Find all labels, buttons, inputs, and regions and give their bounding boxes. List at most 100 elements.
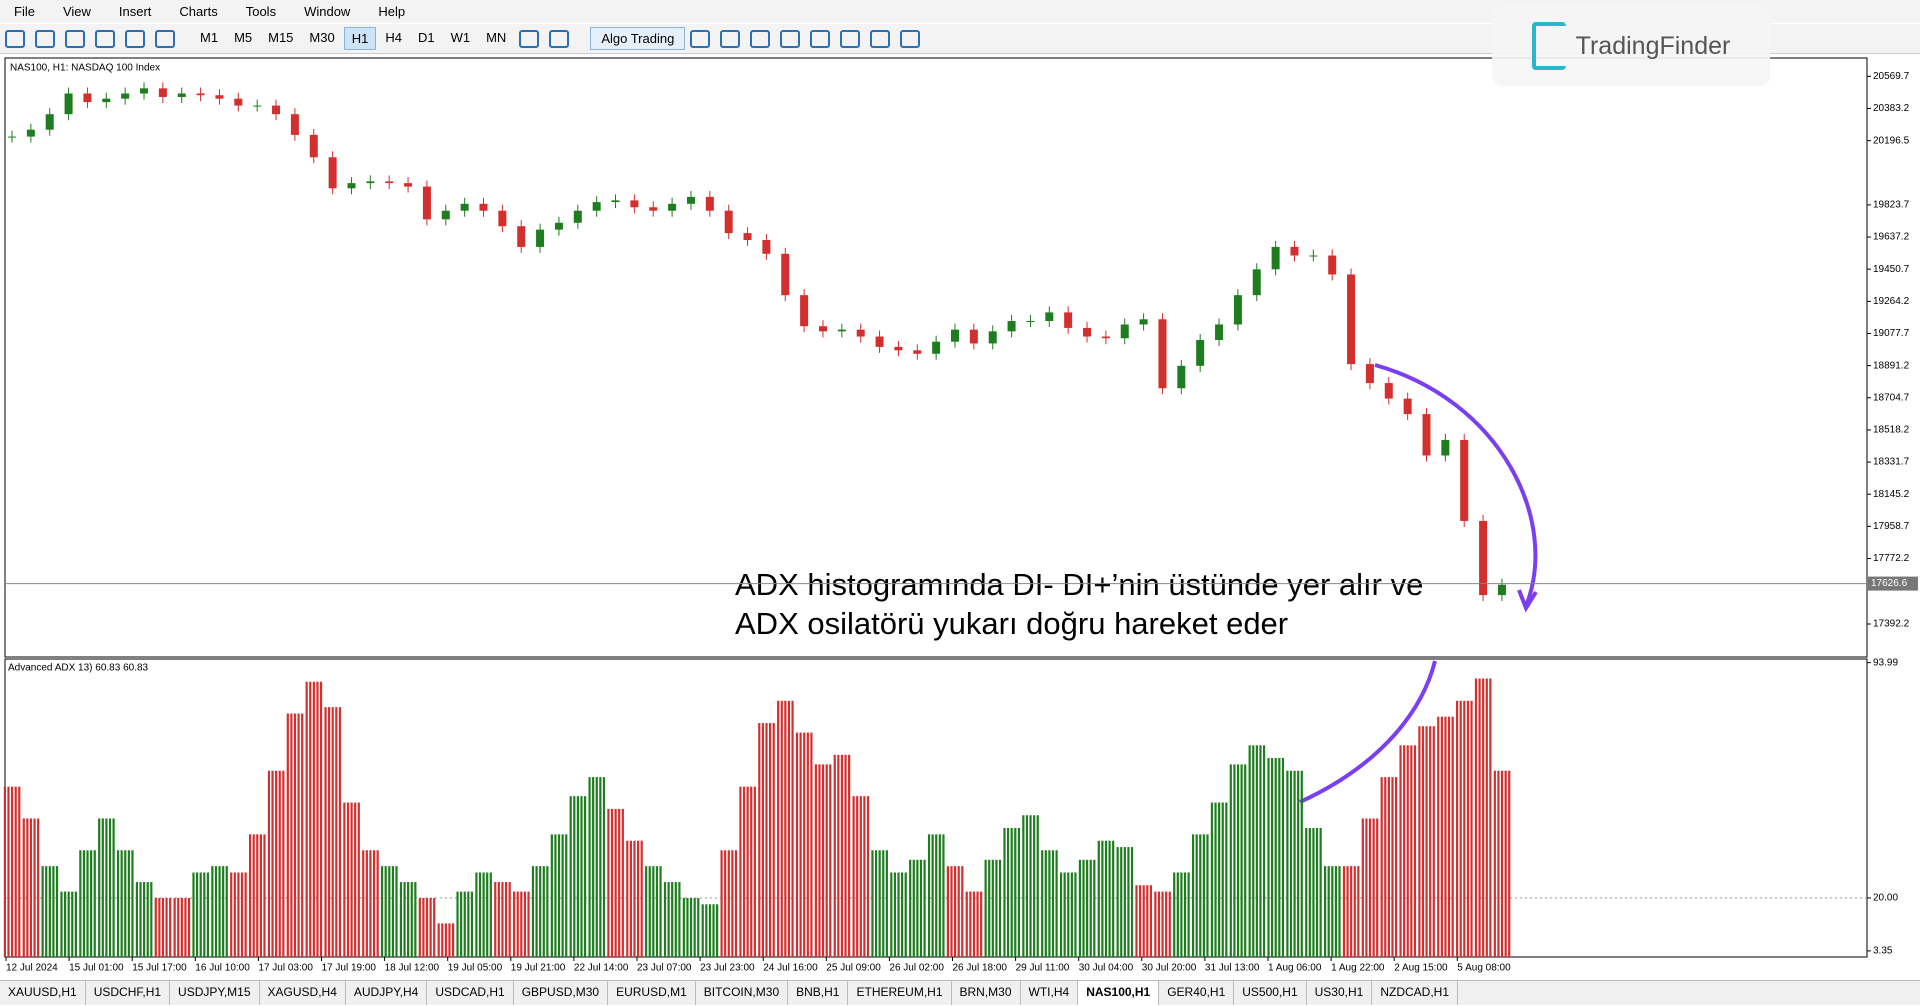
adx-bar bbox=[305, 681, 308, 957]
menu-item[interactable]: Tools bbox=[245, 4, 277, 19]
symbol-tab[interactable]: GER40,H1 bbox=[1159, 981, 1235, 1005]
timeframe-button[interactable]: M15 bbox=[268, 30, 294, 45]
tool-icon[interactable] bbox=[95, 29, 115, 48]
adx-bar bbox=[618, 808, 621, 957]
timeframe-button[interactable]: MN bbox=[486, 30, 507, 45]
adx-bar bbox=[1070, 872, 1073, 957]
adx-bar bbox=[1440, 716, 1443, 957]
timeframe-button[interactable]: M5 bbox=[234, 30, 253, 45]
adx-bar bbox=[742, 786, 746, 957]
tool-icon[interactable] bbox=[519, 29, 540, 48]
adx-bar bbox=[418, 897, 421, 957]
candle-body bbox=[290, 114, 299, 135]
adx-bar bbox=[225, 866, 228, 957]
candle-body bbox=[234, 98, 243, 106]
candle-body bbox=[45, 114, 54, 130]
menu-item[interactable]: Help bbox=[378, 4, 406, 19]
tool-icon[interactable] bbox=[549, 29, 570, 48]
symbol-tab[interactable]: BITCOIN,M30 bbox=[696, 981, 789, 1005]
candle-body bbox=[385, 181, 394, 184]
symbol-tab[interactable]: NZDCAD,H1 bbox=[1372, 981, 1458, 1005]
symbol-tab[interactable]: ETHEREUM,H1 bbox=[848, 981, 952, 1005]
candle-body bbox=[8, 136, 16, 138]
symbol-tab[interactable]: AUDJPY,H4 bbox=[346, 981, 428, 1005]
adx-bar bbox=[1244, 764, 1247, 957]
menu-item[interactable]: View bbox=[62, 4, 91, 19]
candle-body bbox=[102, 98, 111, 103]
adx-bar bbox=[931, 834, 934, 957]
menu-item[interactable]: Charts bbox=[179, 4, 218, 19]
symbol-tab[interactable]: EURUSD,M1 bbox=[608, 981, 696, 1005]
adx-bar bbox=[143, 882, 146, 957]
tool-icon[interactable] bbox=[125, 29, 145, 48]
adx-bar bbox=[712, 904, 715, 957]
menu-item[interactable]: Window bbox=[304, 4, 351, 19]
y-tick-label: 20196.5 bbox=[1873, 135, 1910, 146]
symbol-tab[interactable]: XAGUSD,H4 bbox=[260, 981, 346, 1005]
candle-body bbox=[1347, 274, 1356, 365]
timeframe-button[interactable]: M30 bbox=[309, 30, 335, 45]
algo-trading-button[interactable]: Algo Trading bbox=[590, 27, 686, 50]
adx-bar bbox=[734, 850, 738, 957]
tool-icon[interactable] bbox=[870, 29, 891, 48]
timeframe-button[interactable]: D1 bbox=[417, 30, 435, 45]
tool-icon[interactable] bbox=[750, 29, 771, 48]
candle-body bbox=[762, 240, 771, 254]
symbol-tab[interactable]: XAUUSD,H1 bbox=[0, 981, 86, 1005]
adx-bar bbox=[41, 866, 44, 957]
adx-bar bbox=[301, 713, 304, 957]
tool-icon[interactable] bbox=[840, 29, 861, 48]
adx-bar bbox=[720, 850, 723, 957]
adx-bar bbox=[263, 834, 266, 957]
menu-item[interactable]: Insert bbox=[118, 4, 152, 19]
adx-bar bbox=[1206, 834, 1209, 957]
adx-bar bbox=[150, 882, 153, 957]
timeframe-button[interactable]: W1 bbox=[450, 30, 471, 45]
tool-icon[interactable] bbox=[720, 29, 741, 48]
tool-icon[interactable] bbox=[5, 29, 25, 48]
symbol-tab[interactable]: US30,H1 bbox=[1307, 981, 1373, 1005]
symbol-tab[interactable]: USDCAD,H1 bbox=[427, 981, 514, 1005]
symbol-tabs: XAUUSD,H1 USDCHF,H1 USDJPY,M15 XAGUSD,H4 AUD… bbox=[0, 980, 1920, 1005]
tool-icon[interactable] bbox=[810, 29, 831, 48]
tool-icon[interactable] bbox=[155, 29, 175, 48]
adx-bar bbox=[1082, 859, 1085, 957]
adx-bar bbox=[410, 882, 413, 957]
adx-bar bbox=[316, 681, 319, 957]
timeframe-button[interactable]: M1 bbox=[200, 30, 219, 45]
symbol-tab[interactable]: US500,H1 bbox=[1234, 981, 1307, 1005]
x-tick-label: 26 Jul 18:00 bbox=[953, 963, 1008, 974]
adx-bar bbox=[1067, 872, 1070, 957]
symbol-tab[interactable]: WTI,H4 bbox=[1021, 981, 1079, 1005]
symbol-tab[interactable]: BNB,H1 bbox=[788, 981, 849, 1005]
adx-bar bbox=[437, 923, 440, 957]
symbol-tab[interactable]: GBPUSD,M30 bbox=[514, 981, 609, 1005]
candle-body bbox=[404, 183, 413, 187]
tool-icon[interactable] bbox=[690, 29, 711, 48]
menu-item[interactable]: File bbox=[14, 4, 35, 19]
adx-bar bbox=[607, 808, 610, 957]
tool-icon[interactable] bbox=[780, 29, 801, 48]
adx-bar bbox=[451, 923, 455, 957]
symbol-tab[interactable]: NAS100,H1 bbox=[1078, 981, 1160, 1005]
candle-body bbox=[366, 181, 375, 184]
symbol-tab[interactable]: USDCHF,H1 bbox=[86, 981, 171, 1005]
adx-bar bbox=[1210, 802, 1214, 957]
tool-icon[interactable] bbox=[35, 29, 55, 48]
tool-icon[interactable] bbox=[65, 29, 85, 48]
adx-bar bbox=[112, 818, 115, 957]
timeframe-button[interactable]: H4 bbox=[385, 30, 402, 45]
adx-bar bbox=[701, 904, 704, 957]
adx-bar bbox=[988, 859, 991, 957]
tool-icon[interactable] bbox=[900, 29, 921, 48]
candle-body bbox=[1120, 324, 1129, 339]
x-tick-label: 17 Jul 19:00 bbox=[322, 963, 377, 974]
adx-bar bbox=[818, 764, 821, 957]
symbol-tab[interactable]: USDJPY,M15 bbox=[170, 981, 260, 1005]
adx-bar bbox=[388, 866, 391, 957]
arrow bbox=[1299, 660, 1437, 804]
adx-bar bbox=[395, 866, 398, 957]
symbol-tab[interactable]: BRN,M30 bbox=[952, 981, 1021, 1005]
candle-body bbox=[272, 105, 281, 115]
timeframe-button[interactable]: H1 bbox=[343, 27, 377, 50]
